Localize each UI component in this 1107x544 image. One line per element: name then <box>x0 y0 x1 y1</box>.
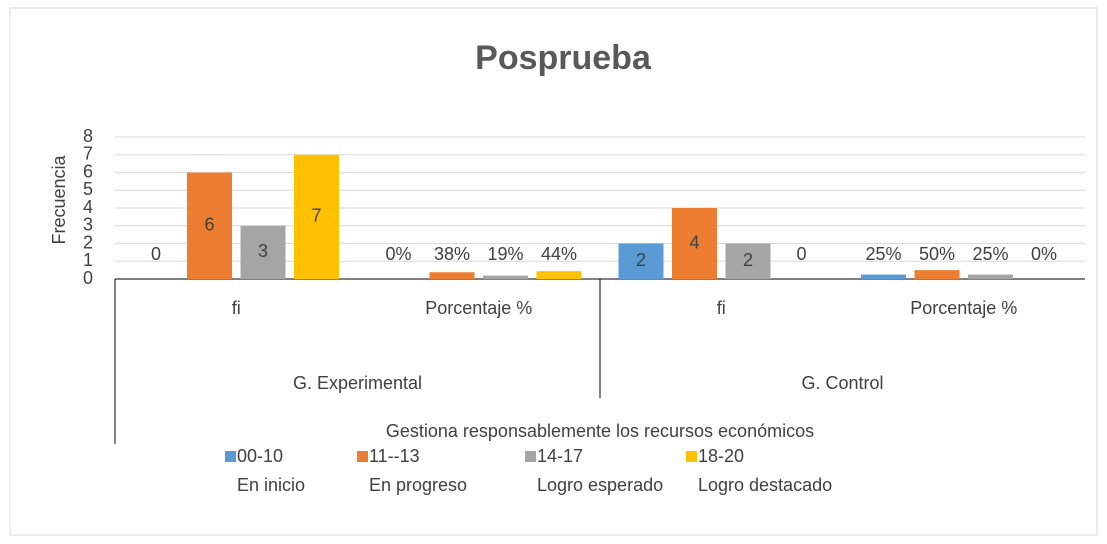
bar <box>914 270 960 279</box>
bar <box>672 208 717 279</box>
legend-item: 18-20 Logro destacado <box>686 442 832 500</box>
group-label: G. Experimental <box>292 373 423 393</box>
value-label: 2 <box>743 250 753 270</box>
value-label: 44% <box>541 244 577 264</box>
y-tick-label: 4 <box>83 197 93 217</box>
y-tick-label: 1 <box>83 250 93 270</box>
x-tick-label: Porcentaje % <box>425 298 533 318</box>
value-label: 6 <box>204 215 214 235</box>
bar <box>536 271 582 279</box>
bar <box>861 274 906 279</box>
value-label: 0% <box>1031 244 1057 264</box>
value-label: 50% <box>919 244 955 264</box>
legend-swatch <box>357 451 368 462</box>
value-label: 19% <box>487 244 523 264</box>
x-tick-label: Porcentaje % <box>910 298 1018 318</box>
y-tick-label: 7 <box>83 144 93 164</box>
legend-swatch <box>686 451 697 462</box>
value-label: 0 <box>796 244 806 264</box>
value-label: 7 <box>311 206 321 226</box>
chart-title: Posprueba <box>475 39 652 77</box>
bar <box>240 225 286 279</box>
x-tick-label: fi <box>716 298 726 318</box>
bar <box>187 172 232 279</box>
y-tick-label: 8 <box>83 126 93 146</box>
y-tick-label: 0 <box>83 268 93 288</box>
value-label: 0 <box>151 244 161 264</box>
legend-item: 14-17 Logro esperado <box>525 442 663 500</box>
bar <box>968 274 1013 279</box>
x-tick-label: fi <box>231 298 241 318</box>
group-label: G. Control <box>801 373 884 393</box>
bar <box>725 243 771 279</box>
value-label: 4 <box>689 232 699 252</box>
y-tick-label: 2 <box>83 232 93 252</box>
legend-swatch <box>225 451 236 462</box>
y-tick-label: 5 <box>83 179 93 199</box>
y-axis-label: Frecuencia <box>49 154 69 244</box>
value-label: 25% <box>865 244 901 264</box>
y-tick-label: 6 <box>83 161 93 181</box>
bar <box>618 243 664 279</box>
y-tick-label: 3 <box>83 215 93 235</box>
bar <box>294 154 339 279</box>
value-label: 25% <box>972 244 1008 264</box>
x-axis-label: Gestiona responsablemente los recursos e… <box>385 421 815 441</box>
legend-swatch <box>525 451 536 462</box>
value-label: 3 <box>258 241 268 261</box>
legend-item: 11--13 En progreso <box>357 442 467 500</box>
bar <box>429 272 475 279</box>
chart-border <box>9 7 1098 536</box>
value-label: 38% <box>434 244 470 264</box>
legend-item: 00-10 En inicio <box>225 442 305 500</box>
bar <box>483 275 528 279</box>
value-label: 2 <box>636 250 646 270</box>
value-label: 0% <box>385 244 411 264</box>
